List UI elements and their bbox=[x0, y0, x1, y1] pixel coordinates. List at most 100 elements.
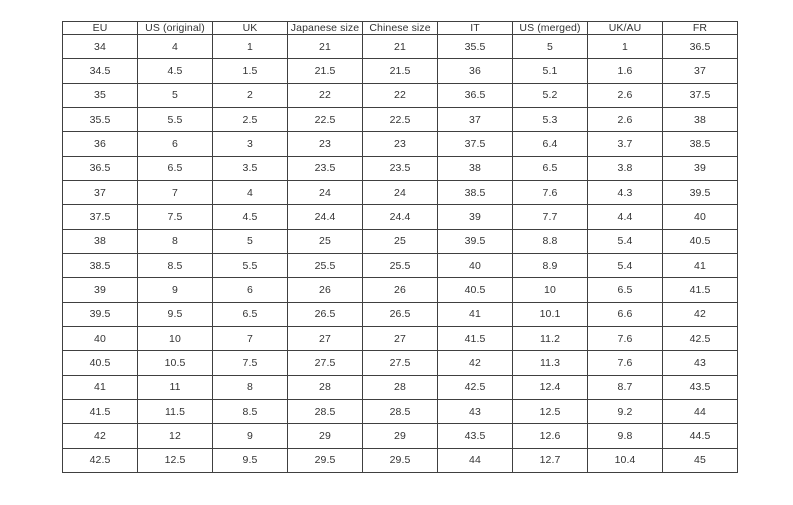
table-cell: 6 bbox=[137, 131, 213, 157]
table-cell: 4 bbox=[137, 33, 213, 60]
table-cell: 7 bbox=[212, 325, 288, 352]
table-cell: 29 bbox=[287, 423, 363, 449]
table-cell: 3.7 bbox=[587, 131, 663, 157]
table-cell: 40 bbox=[437, 252, 513, 279]
table-cell: 4 bbox=[212, 179, 288, 206]
table-cell: 28.5 bbox=[362, 398, 438, 425]
table-cell: 27 bbox=[287, 325, 363, 352]
table-cell: 21.5 bbox=[362, 58, 438, 84]
table-row: 39 9 6 26 26 40.5 10 6.5 41.5 bbox=[62, 277, 738, 303]
table-cell: 39 bbox=[437, 204, 513, 230]
table-cell: 36.5 bbox=[662, 33, 738, 60]
table-cell: 5 bbox=[212, 228, 288, 254]
table-row: 40.5 10.5 7.5 27.5 27.5 42 11.3 7.6 43 bbox=[62, 350, 738, 376]
table-row: 34 4 1 21 21 35.5 5 1 36.5 bbox=[62, 33, 738, 60]
table-cell: 5.5 bbox=[212, 252, 288, 279]
table-row: 42 12 9 29 29 43.5 12.6 9.8 44.5 bbox=[62, 423, 738, 449]
table-cell: 9.5 bbox=[212, 447, 288, 474]
table-cell: 3 bbox=[212, 131, 288, 157]
table-cell: 36.5 bbox=[437, 82, 513, 108]
table-cell: 42.5 bbox=[437, 374, 513, 400]
table-row: 35 5 2 22 22 36.5 5.2 2.6 37.5 bbox=[62, 82, 738, 108]
table-cell: 8.5 bbox=[212, 398, 288, 425]
table-cell: 22.5 bbox=[287, 106, 363, 133]
table-cell: 38 bbox=[62, 228, 138, 254]
table-cell: 8.8 bbox=[512, 228, 588, 254]
table-cell: 38.5 bbox=[62, 252, 138, 279]
table-cell: 2.6 bbox=[587, 82, 663, 108]
table-cell: 35 bbox=[62, 82, 138, 108]
table-row: 38.5 8.5 5.5 25.5 25.5 40 8.9 5.4 41 bbox=[62, 252, 738, 279]
table-cell: 25.5 bbox=[362, 252, 438, 279]
table-cell: 11 bbox=[137, 374, 213, 400]
table-cell: 9.5 bbox=[137, 301, 213, 327]
column-header-japanese-size: Japanese size bbox=[287, 21, 363, 35]
table-cell: 39.5 bbox=[437, 228, 513, 254]
table-cell: 40.5 bbox=[662, 228, 738, 254]
table-cell: 41 bbox=[662, 252, 738, 279]
table-cell: 12.4 bbox=[512, 374, 588, 400]
table-cell: 7.5 bbox=[212, 350, 288, 376]
table-cell: 26.5 bbox=[362, 301, 438, 327]
table-cell: 11.5 bbox=[137, 398, 213, 425]
table-cell: 6.5 bbox=[212, 301, 288, 327]
table-cell: 29.5 bbox=[287, 447, 363, 474]
table-cell: 6.5 bbox=[587, 277, 663, 303]
table-cell: 22 bbox=[362, 82, 438, 108]
table-cell: 35.5 bbox=[62, 106, 138, 133]
table-cell: 38.5 bbox=[662, 131, 738, 157]
table-cell: 37 bbox=[662, 58, 738, 84]
table-cell: 40.5 bbox=[437, 277, 513, 303]
table-cell: 6 bbox=[212, 277, 288, 303]
table-cell: 4.5 bbox=[137, 58, 213, 84]
table-cell: 21 bbox=[362, 33, 438, 60]
table-cell: 11.2 bbox=[512, 325, 588, 352]
table-cell: 23.5 bbox=[362, 155, 438, 181]
table-cell: 44 bbox=[437, 447, 513, 474]
table-cell: 22 bbox=[287, 82, 363, 108]
table-cell: 8.5 bbox=[137, 252, 213, 279]
table-cell: 2 bbox=[212, 82, 288, 108]
table-cell: 38 bbox=[437, 155, 513, 181]
table-cell: 1 bbox=[212, 33, 288, 60]
table-cell: 25 bbox=[287, 228, 363, 254]
table-row: 36.5 6.5 3.5 23.5 23.5 38 6.5 3.8 39 bbox=[62, 155, 738, 181]
table-cell: 24 bbox=[287, 179, 363, 206]
table-cell: 42 bbox=[662, 301, 738, 327]
table-cell: 8 bbox=[137, 228, 213, 254]
table-cell: 42 bbox=[437, 350, 513, 376]
table-cell: 27 bbox=[362, 325, 438, 352]
table-cell: 2.5 bbox=[212, 106, 288, 133]
table-row: 41 11 8 28 28 42.5 12.4 8.7 43.5 bbox=[62, 374, 738, 400]
table-cell: 36 bbox=[437, 58, 513, 84]
table-row: 35.5 5.5 2.5 22.5 22.5 37 5.3 2.6 38 bbox=[62, 106, 738, 133]
table-cell: 6.5 bbox=[137, 155, 213, 181]
table-cell: 12.7 bbox=[512, 447, 588, 474]
table-cell: 6.6 bbox=[587, 301, 663, 327]
column-header-uk-au: UK/AU bbox=[587, 21, 663, 35]
table-cell: 25 bbox=[362, 228, 438, 254]
table-cell: 10 bbox=[512, 277, 588, 303]
table-cell: 7.7 bbox=[512, 204, 588, 230]
table-cell: 27.5 bbox=[362, 350, 438, 376]
table-header-row: EU US (original) UK Japanese size Chines… bbox=[62, 21, 738, 35]
table-cell: 23.5 bbox=[287, 155, 363, 181]
table-cell: 24.4 bbox=[287, 204, 363, 230]
table-cell: 4.3 bbox=[587, 179, 663, 206]
table-cell: 42.5 bbox=[62, 447, 138, 474]
table-cell: 34.5 bbox=[62, 58, 138, 84]
table-cell: 8.9 bbox=[512, 252, 588, 279]
table-cell: 29.5 bbox=[362, 447, 438, 474]
table-cell: 7.6 bbox=[587, 350, 663, 376]
table-cell: 24.4 bbox=[362, 204, 438, 230]
table-cell: 10.1 bbox=[512, 301, 588, 327]
table-row: 36 6 3 23 23 37.5 6.4 3.7 38.5 bbox=[62, 131, 738, 157]
table-cell: 41.5 bbox=[62, 398, 138, 425]
table-cell: 12.5 bbox=[137, 447, 213, 474]
table-cell: 5.2 bbox=[512, 82, 588, 108]
table-cell: 3.8 bbox=[587, 155, 663, 181]
table-cell: 11.3 bbox=[512, 350, 588, 376]
table-cell: 21.5 bbox=[287, 58, 363, 84]
table-cell: 9.8 bbox=[587, 423, 663, 449]
table-cell: 4.4 bbox=[587, 204, 663, 230]
